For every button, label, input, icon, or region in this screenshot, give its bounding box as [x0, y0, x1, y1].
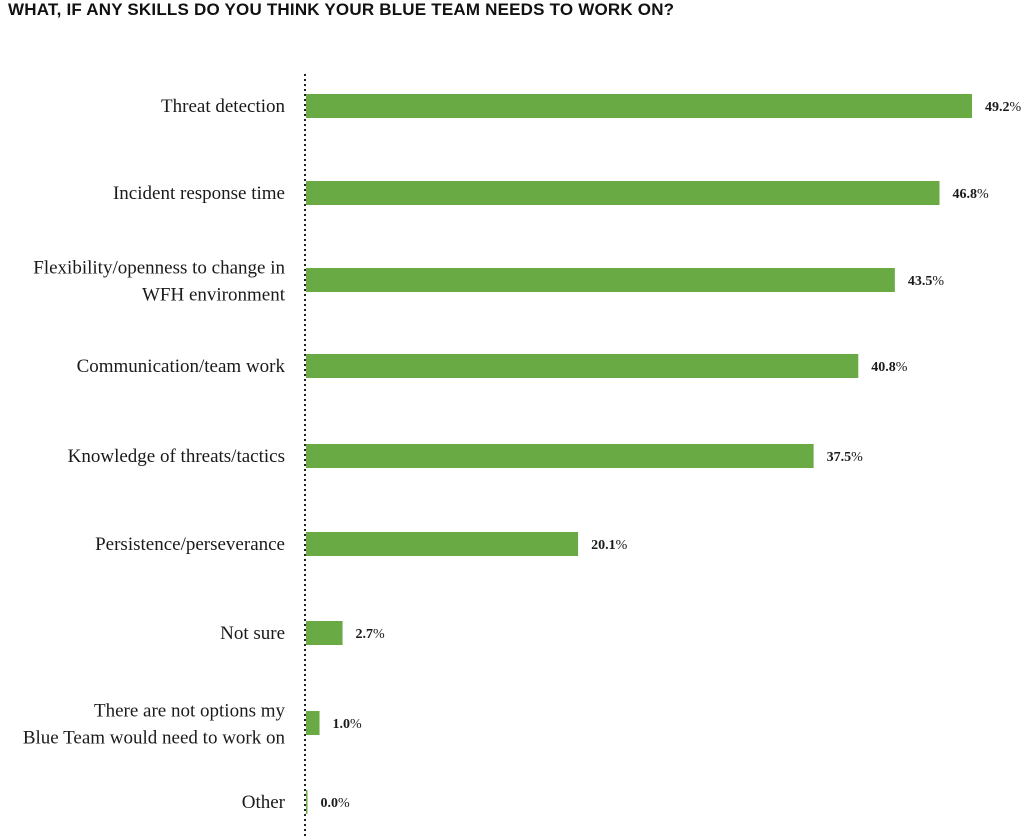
value-label-5: 20.1%	[591, 538, 628, 553]
category-label-3: Communication/team work	[77, 356, 286, 377]
bar-5	[306, 532, 579, 556]
category-label-line: Incident response time	[113, 183, 285, 204]
value-percent-sign: %	[1010, 100, 1022, 115]
value-percent-sign: %	[977, 187, 989, 202]
category-label-line: Communication/team work	[77, 356, 286, 377]
category-label-line: Persistence/perseverance	[95, 534, 285, 555]
bar-0	[306, 94, 972, 118]
value-number: 0.0	[321, 796, 339, 811]
value-label-3: 40.8%	[871, 360, 908, 375]
value-number: 40.8	[871, 360, 896, 375]
category-label-line: Other	[242, 792, 286, 813]
chart-title: WHAT, IF ANY SKILLS DO YOU THINK YOUR BL…	[8, 0, 675, 19]
category-label-line: Not sure	[220, 623, 285, 644]
category-labels-group: Threat detection Incident response time Fl…	[23, 96, 286, 813]
value-label-7: 1.0%	[333, 717, 363, 732]
bar-3	[306, 354, 859, 378]
category-label-0: Threat detection	[161, 96, 285, 117]
category-label-4: Knowledge of threats/tactics	[68, 446, 285, 467]
value-percent-sign: %	[616, 538, 628, 553]
category-label-5: Persistence/perseverance	[95, 534, 285, 555]
category-label-line: Threat detection	[161, 96, 285, 117]
category-label-line: WFH environment	[142, 285, 286, 306]
value-number: 37.5	[827, 450, 852, 465]
bar-8	[306, 790, 308, 814]
category-label-6: Not sure	[220, 623, 285, 644]
value-number: 2.7	[356, 627, 374, 642]
value-number: 49.2	[985, 100, 1010, 115]
value-percent-sign: %	[896, 360, 908, 375]
bar-2	[306, 268, 895, 292]
category-label-line: There are not options my	[94, 701, 286, 722]
category-label-1: Incident response time	[113, 183, 285, 204]
bar-7	[306, 711, 320, 735]
bar-4	[306, 444, 814, 468]
category-label-2: Flexibility/openness to change in WFH env…	[33, 258, 285, 306]
bar-6	[306, 621, 343, 645]
value-label-6: 2.7%	[356, 627, 386, 642]
value-label-0: 49.2%	[985, 100, 1022, 115]
value-percent-sign: %	[851, 450, 863, 465]
value-number: 46.8	[953, 187, 978, 202]
value-percent-sign: %	[338, 796, 350, 811]
category-label-line: Blue Team would need to work on	[23, 728, 286, 749]
category-label-7: There are not options my Blue Team would …	[23, 701, 286, 749]
value-percent-sign: %	[350, 717, 362, 732]
value-number: 1.0	[333, 717, 351, 732]
value-percent-sign: %	[932, 274, 944, 289]
value-number: 20.1	[591, 538, 616, 553]
category-label-line: Knowledge of threats/tactics	[68, 446, 285, 467]
bar-1	[306, 181, 940, 205]
value-label-8: 0.0%	[321, 796, 351, 811]
value-label-4: 37.5%	[827, 450, 864, 465]
category-label-8: Other	[242, 792, 286, 813]
value-labels-group: 49.2%46.8%43.5%40.8%37.5%20.1%2.7%1.0%0.…	[321, 100, 1022, 811]
value-number: 43.5	[908, 274, 933, 289]
category-label-line: Flexibility/openness to change in	[33, 258, 285, 279]
value-label-2: 43.5%	[908, 274, 945, 289]
value-percent-sign: %	[373, 627, 385, 642]
value-label-1: 46.8%	[953, 187, 990, 202]
bars-group	[306, 94, 972, 814]
